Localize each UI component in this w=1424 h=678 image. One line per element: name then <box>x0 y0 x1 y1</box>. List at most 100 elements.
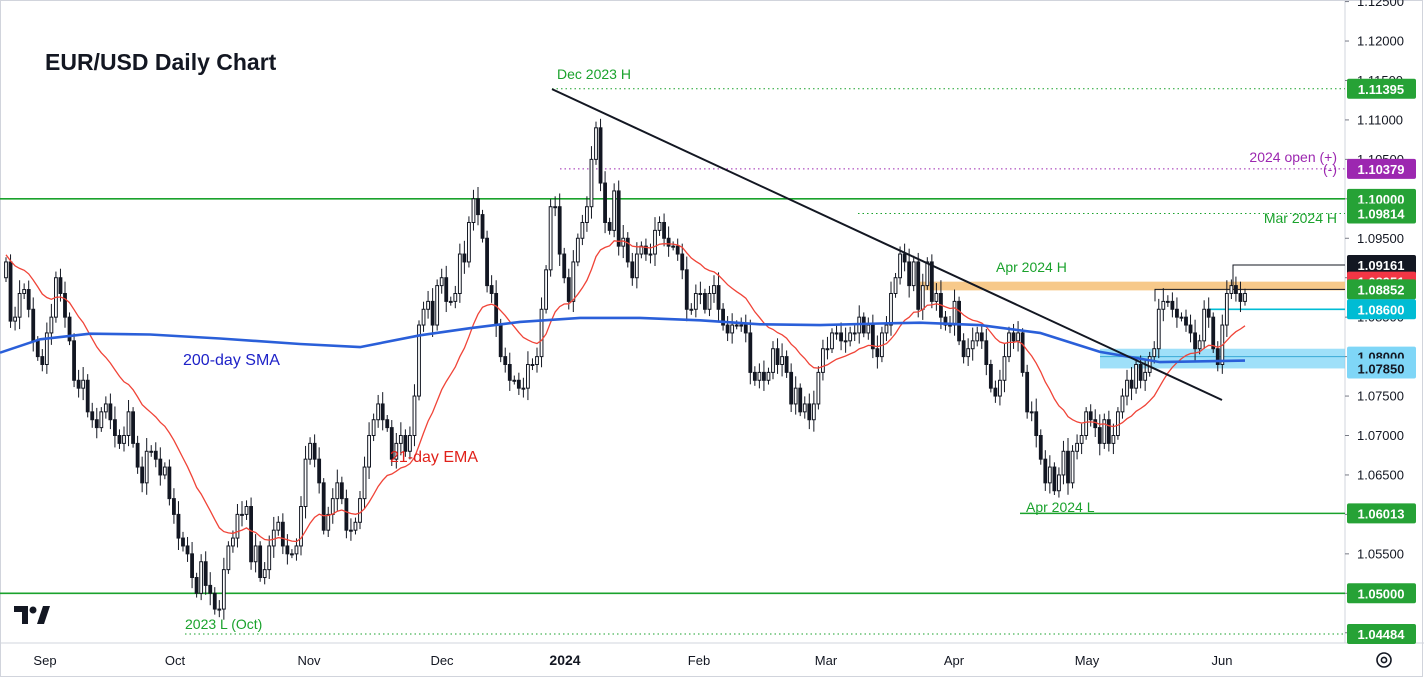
candle <box>1097 414 1102 456</box>
candle <box>67 312 72 346</box>
candle <box>1229 279 1234 300</box>
candle <box>716 272 721 322</box>
candle <box>943 311 948 331</box>
candle <box>843 327 848 353</box>
candle <box>190 542 194 589</box>
candle <box>1002 343 1007 393</box>
candle <box>1243 288 1247 306</box>
gear-icon[interactable] <box>1376 652 1392 668</box>
candle <box>825 336 830 360</box>
candle <box>503 347 508 373</box>
time-axis[interactable]: Sep Oct Nov Dec 2024 Feb Mar Apr May Jun <box>33 652 1232 668</box>
candle <box>140 456 145 493</box>
candle <box>376 394 381 428</box>
price-tag-1.04484[interactable]: 1.04484 <box>1347 624 1416 645</box>
price-tag-1.11395[interactable]: 1.11395 <box>1347 78 1416 99</box>
candle <box>712 275 716 303</box>
candle <box>1184 309 1188 332</box>
candle <box>244 500 249 520</box>
candle <box>330 488 335 524</box>
candle <box>258 541 263 582</box>
candle <box>1016 321 1020 352</box>
candle <box>358 491 362 530</box>
candle <box>1224 280 1229 337</box>
price-tag-label: 1.09814 <box>1358 206 1406 221</box>
candle <box>448 296 453 306</box>
candle <box>40 349 45 372</box>
candle <box>707 285 712 317</box>
candle <box>1129 367 1134 401</box>
candle <box>176 501 181 550</box>
candle <box>339 476 344 505</box>
candle <box>1179 312 1184 322</box>
price-tag-1.08600[interactable]: 1.08600 <box>1347 299 1416 320</box>
price-tag-1.05000[interactable]: 1.05000 <box>1347 583 1416 604</box>
price-tag-1.06013[interactable]: 1.06013 <box>1347 503 1416 524</box>
price-tag-1.10379[interactable]: 1.10379 <box>1347 158 1416 179</box>
candle <box>889 281 893 336</box>
sma-200-line <box>0 316 1246 364</box>
candle <box>389 420 394 466</box>
candle <box>775 338 780 374</box>
candle <box>22 283 27 300</box>
candle <box>117 429 122 449</box>
candle <box>1125 369 1129 406</box>
candle <box>162 462 167 480</box>
candle <box>349 518 353 541</box>
candle <box>553 196 558 217</box>
candle <box>648 243 653 264</box>
candle <box>666 226 671 257</box>
candle <box>31 297 36 352</box>
candle <box>830 328 834 353</box>
candle <box>194 572 199 598</box>
candle <box>1020 328 1025 377</box>
price-tag-1.07850[interactable]: 1.07850 <box>1347 358 1416 379</box>
price-tag-label: 1.06013 <box>1358 506 1405 521</box>
candle <box>1211 312 1216 353</box>
candle <box>1175 297 1179 328</box>
candle <box>875 335 880 369</box>
candle <box>312 434 317 468</box>
price-tag-1.09814[interactable]: 1.09814 <box>1347 203 1416 224</box>
candle <box>122 426 126 452</box>
annotation-label: Dec 2023 H <box>557 66 631 82</box>
price-tick-label: 1.07500 <box>1357 389 1404 404</box>
candle <box>516 372 521 395</box>
price-tags-layer: 1.113951.103791.100001.098141.091611.089… <box>1347 78 1416 645</box>
candle <box>1202 300 1207 349</box>
candle <box>135 435 140 474</box>
candle <box>403 429 408 457</box>
candle <box>866 317 871 340</box>
candle <box>1034 398 1039 448</box>
candle <box>485 230 489 293</box>
price-tick-label: 1.05500 <box>1357 546 1404 561</box>
candle <box>657 216 662 236</box>
candle <box>752 366 757 386</box>
candle <box>548 199 553 277</box>
candle <box>308 437 312 465</box>
candle <box>326 506 331 537</box>
candle <box>303 445 308 519</box>
candle <box>1161 288 1166 322</box>
candle <box>44 322 49 374</box>
moving-averages-layer <box>0 240 1246 543</box>
candle <box>984 328 989 376</box>
price-tag-label: 1.11395 <box>1358 82 1404 97</box>
price-tag-1.08852[interactable]: 1.08852 <box>1347 279 1416 300</box>
candle <box>693 284 698 318</box>
candle <box>634 242 639 289</box>
candle <box>1025 364 1030 419</box>
candle <box>952 289 957 336</box>
candle <box>1047 455 1052 494</box>
candle <box>8 254 13 328</box>
candle <box>149 445 154 457</box>
tradingview-logo[interactable] <box>14 606 50 624</box>
candle <box>249 497 253 570</box>
price-tag-1.09161[interactable]: 1.09161 <box>1347 255 1416 276</box>
candle <box>625 232 630 268</box>
candle <box>480 209 485 243</box>
candle <box>1052 462 1057 495</box>
